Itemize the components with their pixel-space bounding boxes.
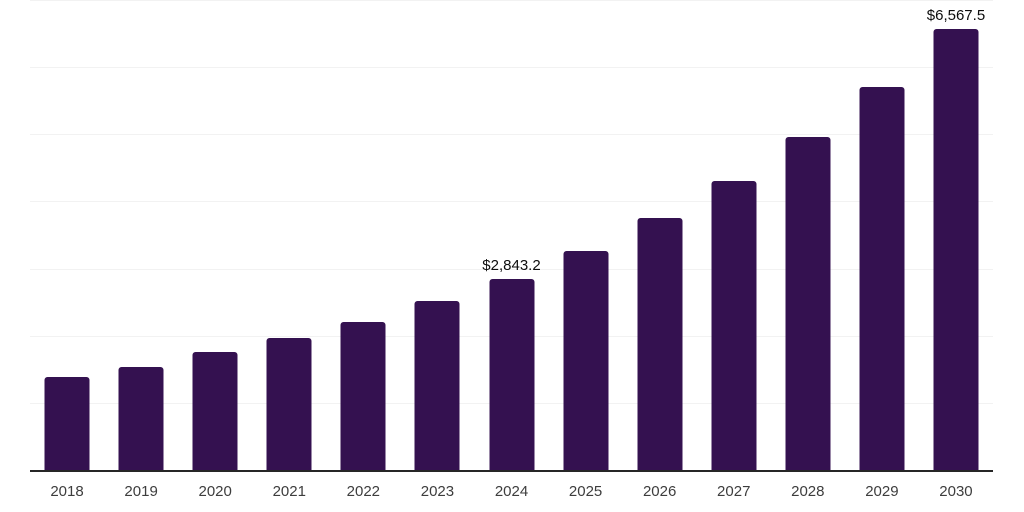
bar-2019[interactable]	[118, 366, 164, 470]
bar-2018[interactable]	[44, 376, 90, 470]
x-tick-label-2018: 2018	[50, 483, 84, 500]
x-tick-label-2029: 2029	[865, 483, 899, 500]
bar-slot-2030: $6,567.5	[919, 0, 993, 470]
bar-2024[interactable]	[489, 279, 534, 470]
x-tick-label-2023: 2023	[420, 483, 455, 500]
gridline	[30, 67, 993, 69]
bar-2025[interactable]	[563, 250, 609, 470]
gridline	[30, 134, 993, 136]
bar-value-label-2030: $6,567.5	[926, 7, 986, 25]
x-tick-label-2020: 2020	[198, 483, 232, 500]
bar-slot-2024: $2,843.2	[474, 0, 548, 470]
bar-2021[interactable]	[266, 338, 312, 470]
bar-2028[interactable]	[785, 137, 831, 470]
gridline	[30, 201, 993, 203]
bar-2022[interactable]	[340, 321, 386, 470]
x-tick-label-2021: 2021	[272, 483, 306, 500]
bar-slot-2022	[326, 0, 400, 470]
x-tick-label-2022: 2022	[346, 483, 381, 500]
bar-slot-2029	[845, 0, 919, 470]
bar-2027[interactable]	[711, 180, 757, 470]
x-tick-label-2024: 2024	[494, 483, 529, 500]
plot-area: $2,843.2 $6,567.5	[30, 0, 993, 470]
bar-2026[interactable]	[637, 217, 683, 470]
x-axis: 2018 2019 2020 2021 2022 2023 2024 2025 2026 2027…	[30, 472, 993, 512]
bar-value-label-2024: $2,843.2	[482, 257, 541, 275]
bar-slot-2021	[252, 0, 326, 470]
x-tick-label-2025: 2025	[568, 483, 603, 500]
x-tick-label-2019: 2019	[124, 483, 158, 500]
bar-slot-2019	[104, 0, 178, 470]
bar-slot-2026	[623, 0, 697, 470]
bar-2029[interactable]	[859, 87, 905, 470]
bar-slot-2025	[549, 0, 623, 470]
x-axis-line	[30, 470, 993, 472]
bar-2030[interactable]	[933, 29, 979, 470]
bars-layer: $2,843.2 $6,567.5	[30, 0, 993, 470]
x-tick-label-2030: 2030	[939, 483, 973, 500]
bar-slot-2028	[771, 0, 845, 470]
bar-2023[interactable]	[414, 301, 460, 470]
bar-2020[interactable]	[192, 352, 238, 470]
gridline	[30, 268, 993, 270]
x-tick-label-2026: 2026	[642, 483, 677, 500]
bar-slot-2027	[697, 0, 771, 470]
x-tick-label-2028: 2028	[791, 483, 825, 500]
x-tick-label-2027: 2027	[717, 483, 751, 500]
bar-slot-2023	[400, 0, 474, 470]
bar-slot-2020	[178, 0, 252, 470]
gridline	[30, 0, 993, 1]
bar-slot-2018	[30, 0, 104, 470]
